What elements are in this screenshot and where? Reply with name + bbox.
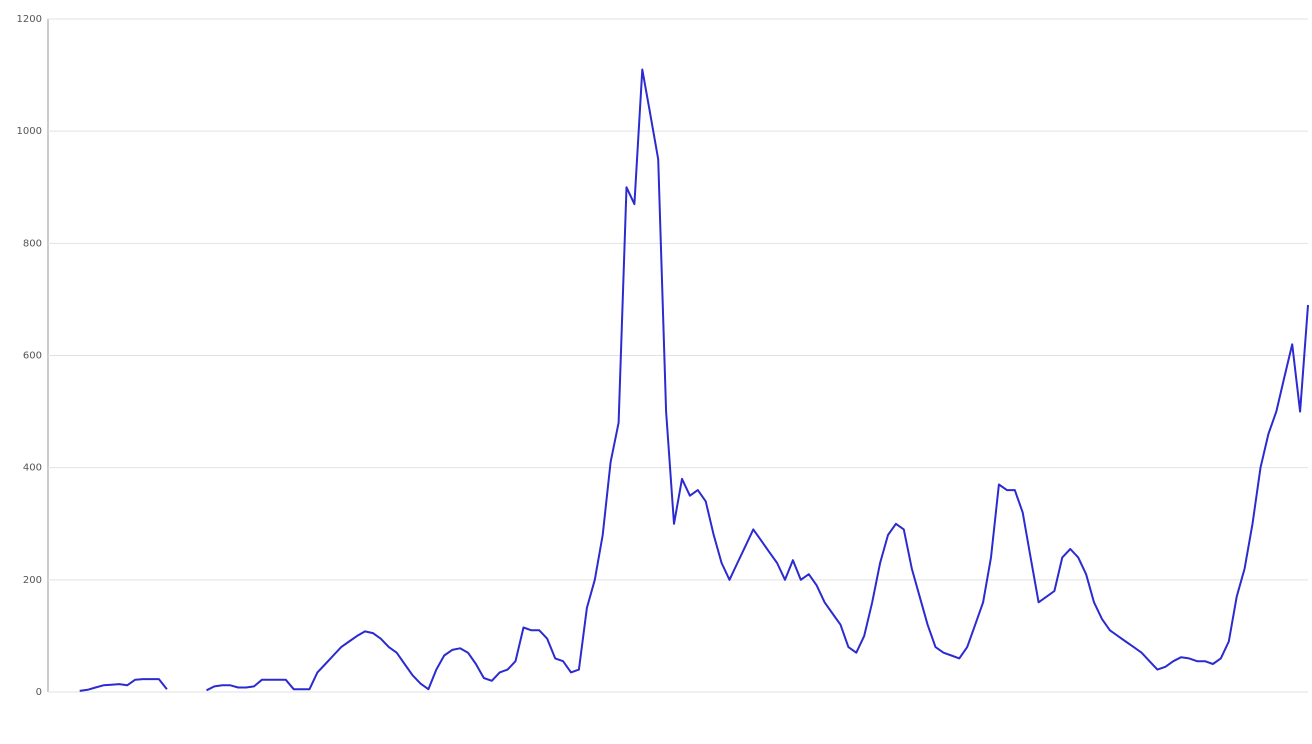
data-line bbox=[206, 68, 1309, 692]
y-tick-label: 0 bbox=[36, 687, 42, 698]
y-tick-label: 200 bbox=[23, 575, 42, 586]
y-tick-label: 1200 bbox=[17, 14, 42, 25]
y-tick-label: 1000 bbox=[17, 126, 42, 137]
data-line bbox=[79, 678, 168, 692]
y-tick-label: 800 bbox=[23, 238, 42, 249]
y-tick-label: 400 bbox=[23, 463, 42, 474]
y-tick-label: 600 bbox=[23, 351, 42, 362]
